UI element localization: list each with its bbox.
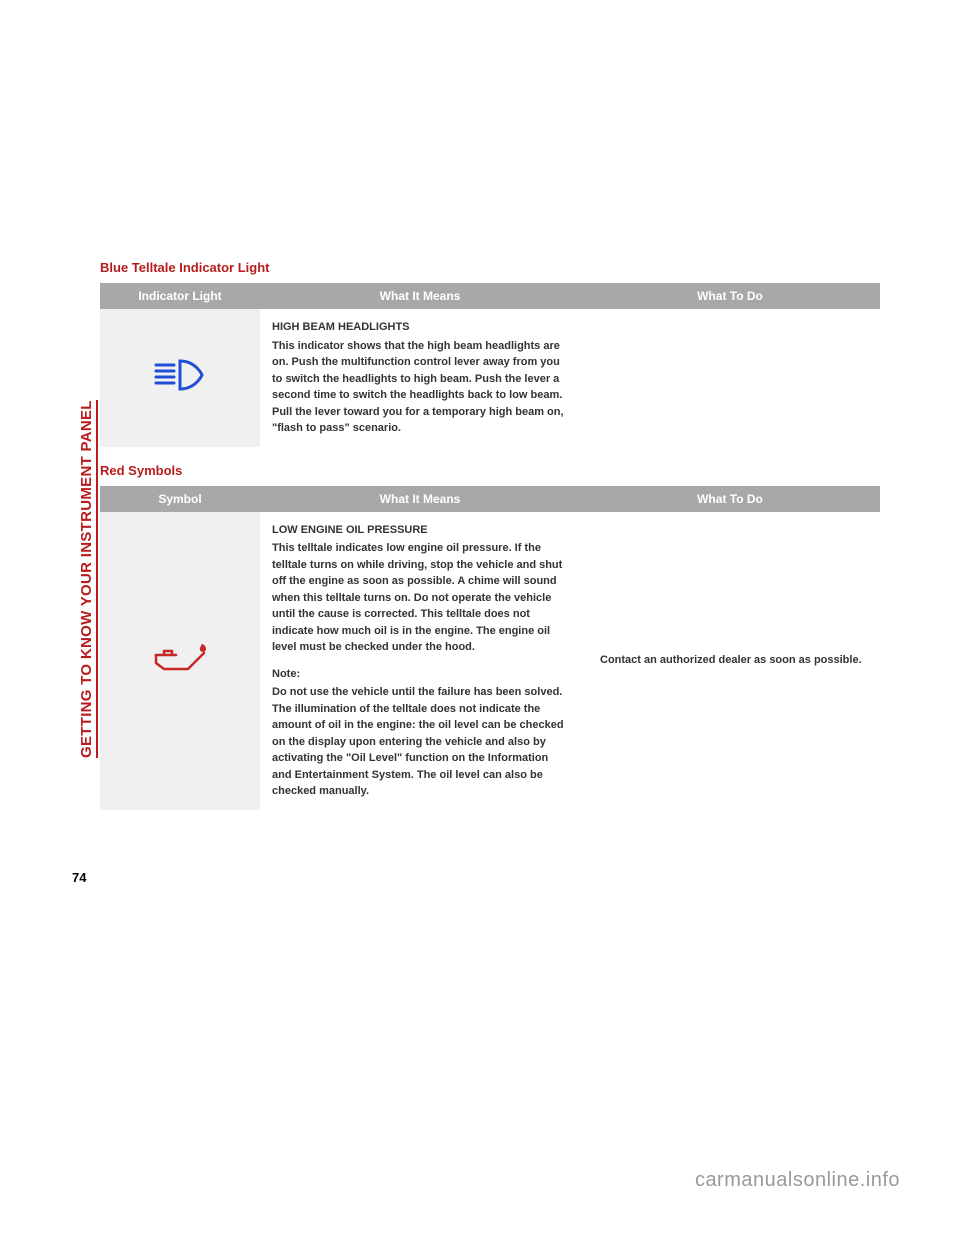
section2-heading: Red Symbols [100, 463, 880, 478]
means-title: LOW ENGINE OIL PRESSURE [272, 522, 568, 539]
note-heading: Note: [272, 666, 568, 683]
indicator-icon-cell [100, 309, 260, 447]
table-header-row: Indicator Light What It Means What To Do [100, 283, 880, 309]
col-header-indicator: Indicator Light [100, 283, 260, 309]
todo-cell: Contact an authorized dealer as soon as … [580, 512, 880, 810]
table-row: LOW ENGINE OIL PRESSURE This telltale in… [100, 512, 880, 810]
means-cell: LOW ENGINE OIL PRESSURE This telltale in… [260, 512, 580, 810]
side-title-text: GETTING TO KNOW YOUR INSTRUMENT PANEL [78, 400, 98, 758]
col-header-means: What It Means [260, 486, 580, 512]
means-title: HIGH BEAM HEADLIGHTS [272, 319, 568, 336]
symbol-icon-cell [100, 512, 260, 810]
col-header-todo: What To Do [580, 486, 880, 512]
table-header-row: Symbol What It Means What To Do [100, 486, 880, 512]
page-number: 74 [72, 870, 86, 885]
table-row: HIGH BEAM HEADLIGHTS This indicator show… [100, 309, 880, 447]
means-cell: HIGH BEAM HEADLIGHTS This indicator show… [260, 309, 580, 447]
section2-table: Symbol What It Means What To Do [100, 486, 880, 810]
highbeam-icon [152, 357, 208, 399]
section1-table: Indicator Light What It Means What To Do [100, 283, 880, 447]
todo-cell [580, 309, 880, 447]
note-body: Do not use the vehicle until the failure… [272, 684, 568, 800]
section1-heading: Blue Telltale Indicator Light [100, 260, 880, 275]
page-content: Blue Telltale Indicator Light Indicator … [100, 260, 880, 810]
watermark: carmanualsonline.info [695, 1169, 900, 1192]
col-header-todo: What To Do [580, 283, 880, 309]
means-body: This indicator shows that the high beam … [272, 338, 568, 437]
means-body: This telltale indicates low engine oil p… [272, 540, 568, 656]
col-header-symbol: Symbol [100, 486, 260, 512]
col-header-means: What It Means [260, 283, 580, 309]
oil-icon [150, 641, 210, 681]
